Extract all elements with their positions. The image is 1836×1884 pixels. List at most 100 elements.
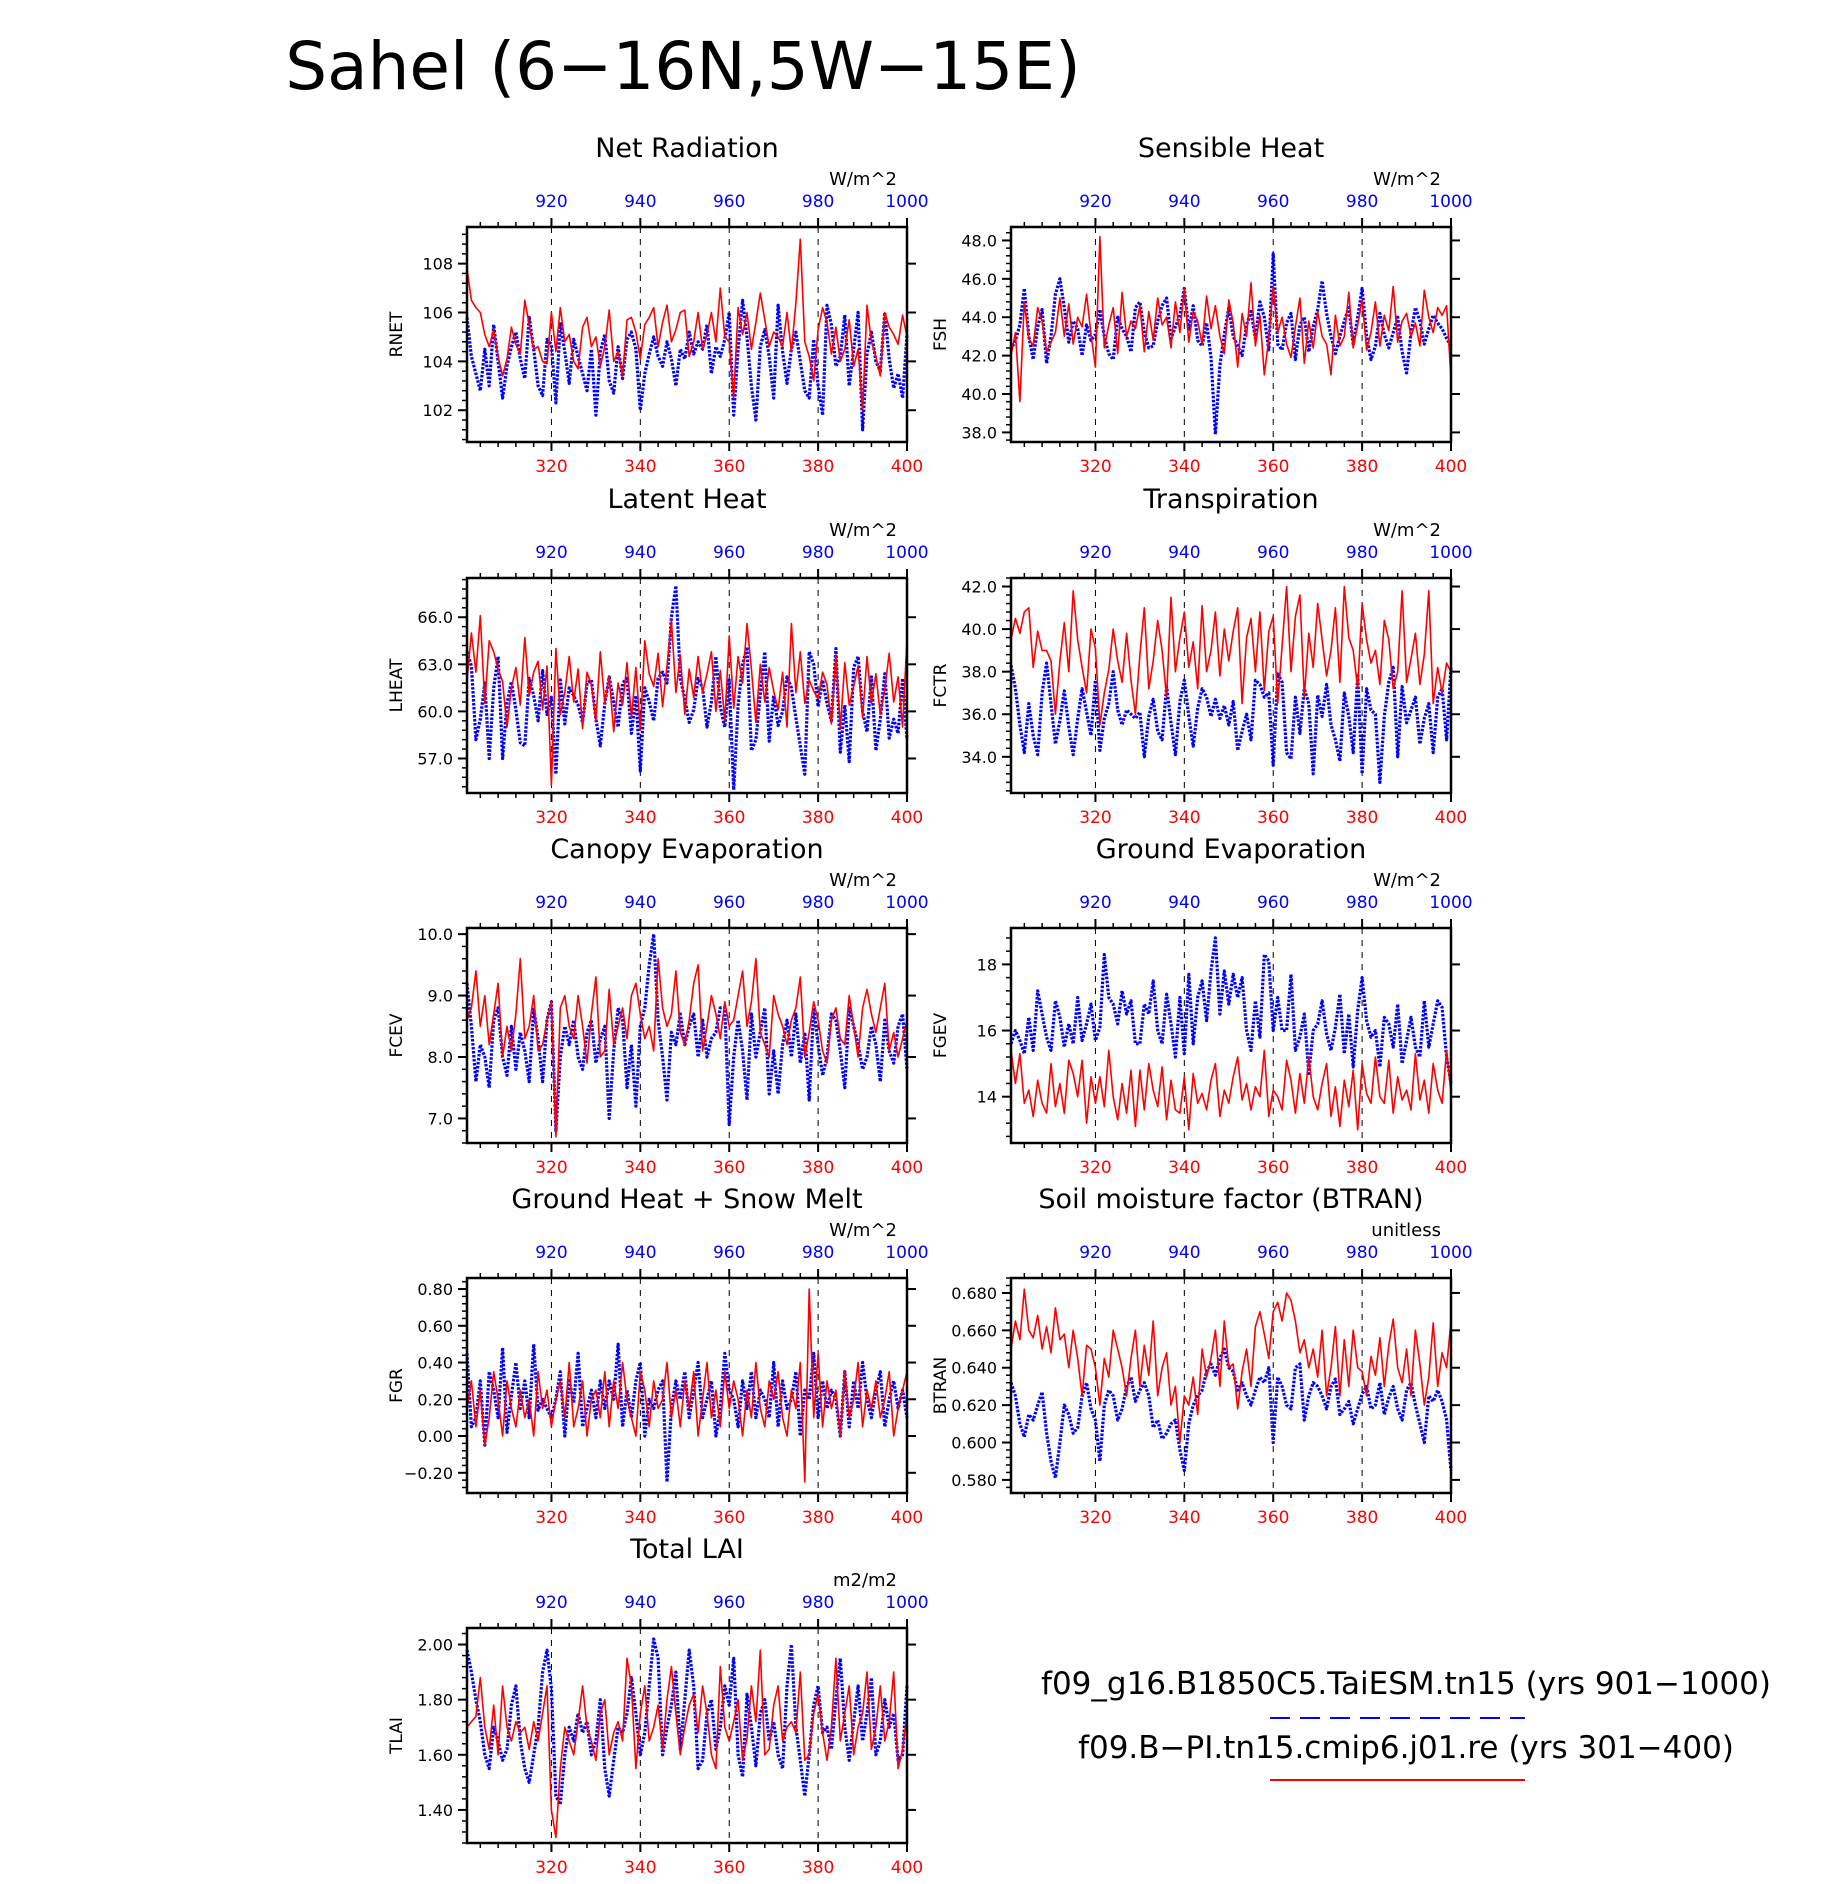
series-line-case2	[1010, 585, 1452, 726]
x-tick-label-bottom: 320	[1079, 1158, 1111, 1178]
x-tick-label-bottom: 400	[891, 1158, 923, 1178]
x-tick-label-top: 960	[1257, 543, 1289, 563]
y-tick-label: 108	[422, 255, 453, 274]
series-line-case2	[1010, 235, 1452, 403]
y-tick-label: 8.0	[428, 1048, 453, 1067]
x-tick-label-bottom: 320	[1079, 1508, 1111, 1528]
panel-title: Net Radiation	[595, 133, 779, 164]
y-tick-label: 40.0	[961, 620, 997, 639]
x-tick-label-bottom: 340	[624, 457, 656, 477]
y-tick-label: 38.0	[961, 423, 997, 442]
series-line-case2	[466, 957, 908, 1138]
x-tick-label-bottom: 360	[713, 808, 745, 828]
y-axis-label: FGEV	[931, 1012, 951, 1058]
unit-label: W/m^2	[1373, 520, 1441, 541]
x-tick-label-top: 1000	[885, 192, 928, 212]
y-tick-label: 38.0	[961, 663, 997, 682]
series-line-case1	[1009, 936, 1453, 1084]
y-tick-label: 0.00	[417, 1427, 453, 1446]
x-tick-label-bottom: 380	[1346, 808, 1378, 828]
y-axis-label: FCTR	[931, 663, 951, 707]
y-tick-label: 0.60	[417, 1317, 453, 1336]
legend-label-case1: f09_g16.B1850C5.TaiESM.tn15 (yrs 901−100…	[1041, 1666, 1771, 1702]
plot-frame	[465, 576, 909, 795]
plot-frame	[1009, 576, 1453, 795]
unit-label: W/m^2	[1373, 870, 1441, 891]
panel-title: Soil moisture factor (BTRAN)	[1038, 1184, 1423, 1215]
x-tick-label-top: 960	[713, 1593, 745, 1613]
y-tick-label: 0.40	[417, 1354, 453, 1373]
y-tick-label: 0.680	[951, 1284, 997, 1303]
x-tick-label-top: 1000	[1429, 893, 1472, 913]
y-tick-label: 2.00	[417, 1636, 453, 1655]
x-tick-label-bottom: 400	[891, 1508, 923, 1528]
y-tick-label: 10.0	[417, 925, 453, 944]
plot-frame	[465, 1626, 909, 1845]
x-tick-label-top: 980	[1346, 543, 1378, 563]
series-line-case2	[466, 1288, 908, 1483]
x-tick-label-top: 960	[713, 893, 745, 913]
x-tick-label-bottom: 360	[713, 457, 745, 477]
unit-label: m2/m2	[833, 1570, 897, 1591]
y-tick-label: 40.0	[961, 385, 997, 404]
unit-label: W/m^2	[829, 520, 897, 541]
panel-6: Ground Evaporation W/m^2 FGEV 14 16 18 320 340 3…	[931, 834, 1473, 1178]
x-tick-label-top: 920	[535, 543, 567, 563]
y-axis-label: FGR	[387, 1368, 407, 1403]
y-tick-label: 0.80	[417, 1280, 453, 1299]
x-tick-label-bottom: 340	[624, 1158, 656, 1178]
x-tick-label-bottom: 360	[713, 1508, 745, 1528]
x-tick-label-top: 1000	[885, 893, 928, 913]
x-tick-label-top: 940	[624, 1593, 656, 1613]
x-tick-label-top: 1000	[885, 1593, 928, 1613]
x-tick-label-top: 1000	[885, 543, 928, 563]
x-tick-label-bottom: 400	[891, 808, 923, 828]
x-tick-label-bottom: 320	[535, 808, 567, 828]
series-line-case2	[1010, 1288, 1452, 1444]
plot-frame	[465, 225, 909, 444]
y-tick-label: 57.0	[417, 749, 453, 768]
y-tick-label: 42.0	[961, 578, 997, 597]
plot-frame	[1009, 926, 1453, 1145]
x-tick-label-bottom: 380	[1346, 1508, 1378, 1528]
x-tick-label-bottom: 380	[802, 808, 834, 828]
x-tick-label-bottom: 320	[535, 1508, 567, 1528]
unit-label: W/m^2	[829, 1220, 897, 1241]
series-line-case2	[466, 238, 908, 412]
x-tick-label-top: 1000	[1429, 192, 1472, 212]
legend: f09_g16.B1850C5.TaiESM.tn15 (yrs 901−100…	[1041, 1666, 1771, 1781]
x-tick-label-top: 960	[1257, 192, 1289, 212]
x-tick-label-top: 920	[1079, 1243, 1111, 1263]
panel-5: Canopy Evaporation W/m^2 FCEV 7.0 8.0 9.0 10.0…	[387, 834, 929, 1178]
x-tick-label-bottom: 360	[1257, 808, 1289, 828]
x-tick-label-top: 920	[1079, 543, 1111, 563]
x-tick-label-bottom: 400	[1435, 1508, 1467, 1528]
x-tick-label-bottom: 360	[1257, 1158, 1289, 1178]
x-tick-label-top: 980	[802, 1243, 834, 1263]
unit-label: W/m^2	[1373, 169, 1441, 190]
y-axis-label: LHEAT	[387, 658, 407, 712]
x-tick-label-top: 980	[1346, 192, 1378, 212]
x-tick-label-top: 960	[713, 192, 745, 212]
x-tick-label-top: 920	[535, 192, 567, 212]
panel-7: Ground Heat + Snow Melt W/m^2 FGR −0.20 0.00…	[387, 1184, 929, 1528]
x-tick-label-top: 960	[713, 1243, 745, 1263]
y-tick-label: 48.0	[961, 231, 997, 250]
panel-title: Transpiration	[1142, 484, 1318, 515]
x-tick-label-top: 920	[1079, 192, 1111, 212]
unit-label: W/m^2	[829, 169, 897, 190]
x-tick-label-bottom: 360	[1257, 457, 1289, 477]
panel-title: Sensible Heat	[1138, 133, 1324, 164]
y-tick-label: 44.0	[961, 308, 997, 327]
panel-1: Net Radiation W/m^2 RNET 102 104 106 108 320 340…	[387, 133, 929, 477]
y-tick-label: 104	[422, 352, 453, 371]
x-tick-label-bottom: 340	[1168, 1158, 1200, 1178]
series-line-case1	[1009, 252, 1453, 436]
x-tick-label-top: 960	[1257, 893, 1289, 913]
x-tick-label-bottom: 340	[624, 808, 656, 828]
legend-label-case2: f09.B−PI.tn15.cmip6.j01.re (yrs 301−400)	[1078, 1730, 1734, 1766]
x-tick-label-bottom: 340	[1168, 1508, 1200, 1528]
x-tick-label-top: 940	[1168, 192, 1200, 212]
y-tick-label: 34.0	[961, 748, 997, 767]
